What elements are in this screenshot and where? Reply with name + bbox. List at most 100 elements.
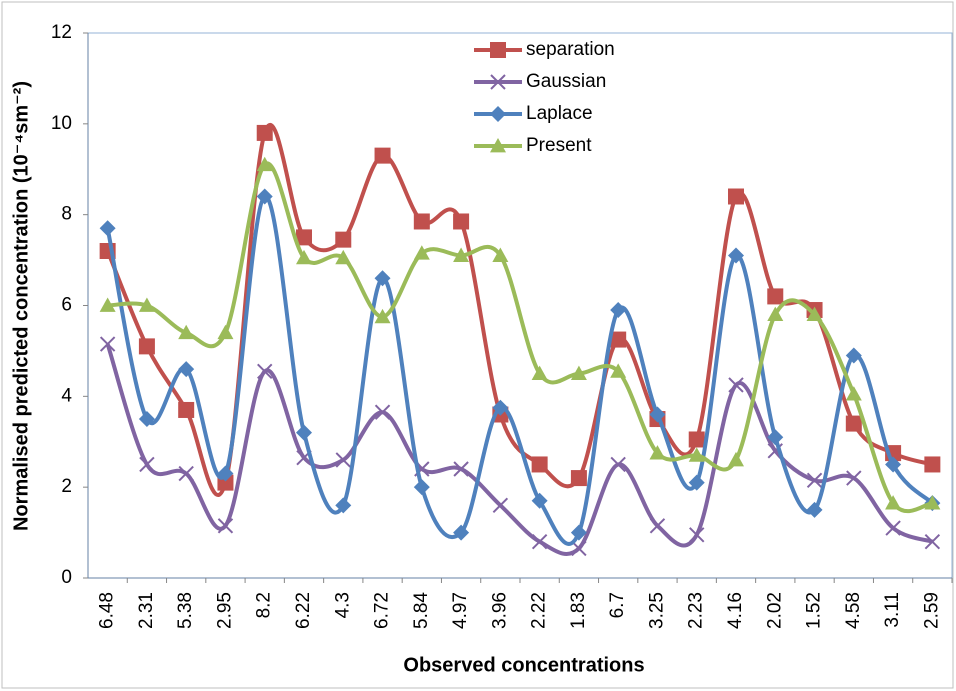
data-point <box>178 401 195 418</box>
data-point <box>257 363 273 380</box>
data-point <box>531 533 548 550</box>
x-tick-label: 6.7 <box>607 592 628 618</box>
data-point <box>924 533 941 550</box>
y-tick-label: 2 <box>61 476 72 497</box>
data-point <box>845 415 862 432</box>
data-point <box>453 247 470 262</box>
x-tick-label: 2.31 <box>136 592 157 629</box>
data-point <box>413 479 430 496</box>
data-point <box>296 229 312 246</box>
data-point <box>610 363 627 378</box>
data-point <box>178 361 195 378</box>
data-point <box>178 465 194 482</box>
y-tick-label: 4 <box>61 385 72 406</box>
x-tick-label: 3.25 <box>646 592 667 629</box>
x-tick-label: 1.52 <box>804 592 825 629</box>
y-axis-title: Normalised predicted concentration (10⁻⁴… <box>10 81 32 531</box>
data-point <box>767 288 784 305</box>
legend-label: separation <box>526 39 615 60</box>
data-point <box>453 524 470 541</box>
y-tick-label: 10 <box>51 113 72 134</box>
x-tick-label: 2.95 <box>214 592 235 629</box>
data-point <box>492 247 509 262</box>
x-tick-label: 5.38 <box>175 592 196 629</box>
data-point <box>924 495 941 510</box>
data-point <box>413 245 430 260</box>
data-point <box>335 249 352 265</box>
data-point <box>610 331 627 348</box>
data-point <box>728 451 744 467</box>
data-point <box>492 399 509 416</box>
data-point <box>924 456 941 473</box>
data-point <box>570 470 587 487</box>
data-point <box>845 386 862 401</box>
data-point <box>885 520 901 536</box>
data-point <box>806 306 823 321</box>
x-tick-label: 6.72 <box>372 592 393 629</box>
x-tick-label: 1.83 <box>568 592 589 629</box>
data-point <box>767 306 784 321</box>
data-point <box>256 188 273 205</box>
data-point <box>374 404 391 420</box>
data-point <box>217 324 234 340</box>
x-axis-title: Observed concentrations <box>403 654 644 676</box>
data-point <box>688 447 705 462</box>
series-line <box>107 161 933 514</box>
data-point <box>374 270 391 287</box>
data-point <box>335 452 351 468</box>
data-point <box>728 247 744 264</box>
legend-label: Laplace <box>526 103 593 124</box>
data-point <box>217 465 234 482</box>
y-tick-label: 0 <box>61 567 72 588</box>
data-point <box>767 429 784 446</box>
x-tick-label: 2.23 <box>686 592 707 629</box>
x-tick-label: 4.16 <box>725 592 746 629</box>
data-point <box>570 365 587 381</box>
y-tick-label: 12 <box>51 22 72 43</box>
y-tick-label: 6 <box>61 295 72 316</box>
x-tick-label: 4.3 <box>332 592 353 618</box>
data-point <box>688 474 705 491</box>
legend-marker <box>490 42 506 58</box>
data-point <box>99 297 116 312</box>
data-point <box>374 147 391 164</box>
x-tick-label: 4.58 <box>843 592 864 629</box>
data-point <box>885 456 902 473</box>
x-tick-label: 6.22 <box>293 592 314 629</box>
x-tick-label: 6.48 <box>97 592 118 629</box>
data-point <box>571 540 587 557</box>
y-tick-label: 8 <box>61 204 72 225</box>
data-point <box>610 302 627 319</box>
data-point <box>256 156 273 172</box>
data-point <box>256 124 273 141</box>
data-point <box>296 424 312 441</box>
data-point <box>688 431 705 448</box>
x-tick-label: 2.59 <box>921 592 942 629</box>
data-point <box>99 336 116 352</box>
legend-label: Present <box>526 135 592 156</box>
data-point <box>689 527 705 543</box>
x-tick-label: 3.11 <box>882 592 903 628</box>
data-point <box>649 518 666 534</box>
legend-marker <box>490 74 506 90</box>
data-point <box>610 456 626 473</box>
x-tick-label: 4.97 <box>450 592 471 629</box>
data-point <box>845 347 862 364</box>
data-point <box>178 324 195 340</box>
data-point <box>138 411 155 428</box>
data-point <box>139 456 155 473</box>
data-point <box>453 213 470 230</box>
data-point <box>217 518 234 534</box>
x-tick-label: 3.96 <box>489 592 510 629</box>
legend-marker <box>490 138 506 153</box>
data-point <box>296 249 312 265</box>
x-tick-label: 2.22 <box>529 592 550 629</box>
data-point <box>728 377 744 393</box>
data-point <box>138 297 155 312</box>
data-point <box>806 501 823 518</box>
data-point <box>335 231 352 248</box>
legend-label: Gaussian <box>526 71 606 92</box>
data-point <box>806 472 823 489</box>
data-point <box>649 445 666 460</box>
